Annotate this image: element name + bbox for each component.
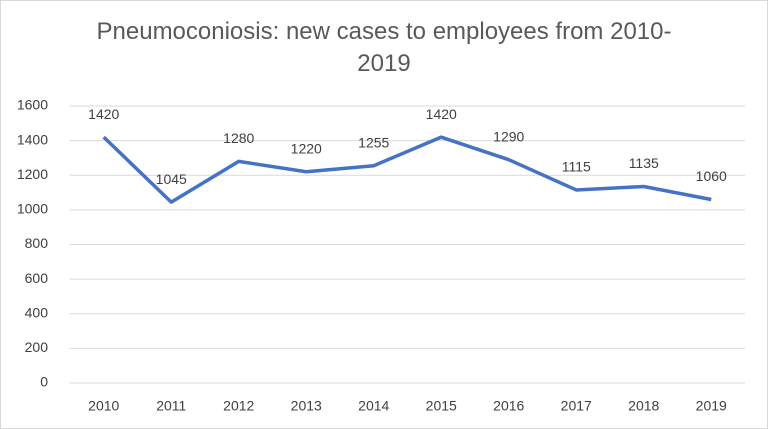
data-label: 1115 [562, 159, 591, 175]
data-label: 1255 [358, 134, 389, 150]
y-tick-label: 1600 [17, 97, 48, 113]
x-tick-label: 2017 [561, 398, 592, 414]
data-label: 1290 [493, 128, 524, 144]
x-tick-label: 2018 [628, 398, 659, 414]
x-tick-label: 2010 [88, 398, 119, 414]
data-label: 1045 [156, 171, 187, 187]
data-label: 1420 [426, 106, 457, 122]
chart-title: Pneumoconiosis: new cases to employees f… [96, 18, 672, 77]
x-tick-label: 2012 [223, 398, 254, 414]
data-label: 1280 [223, 130, 254, 146]
x-tick-label: 2019 [696, 398, 727, 414]
y-tick-label: 400 [25, 304, 49, 320]
data-label: 1220 [291, 140, 322, 156]
y-tick-label: 0 [40, 374, 48, 390]
y-tick-label: 200 [25, 339, 49, 355]
y-tick-label: 800 [25, 235, 49, 251]
y-tick-label: 1200 [17, 166, 48, 182]
data-line [102, 135, 712, 204]
x-tick-label: 2014 [358, 398, 389, 414]
x-tick-label: 2016 [493, 398, 524, 414]
x-tick-label: 2011 [156, 398, 186, 414]
y-tick-label: 1000 [17, 201, 48, 217]
data-label: 1420 [88, 106, 119, 122]
y-tick-label: 600 [25, 270, 49, 286]
x-tick-label: 2013 [291, 398, 322, 414]
y-tick-label: 1400 [17, 131, 48, 147]
data-label: 1060 [696, 168, 727, 184]
data-label: 1135 [629, 155, 659, 171]
x-tick-label: 2015 [426, 398, 457, 414]
